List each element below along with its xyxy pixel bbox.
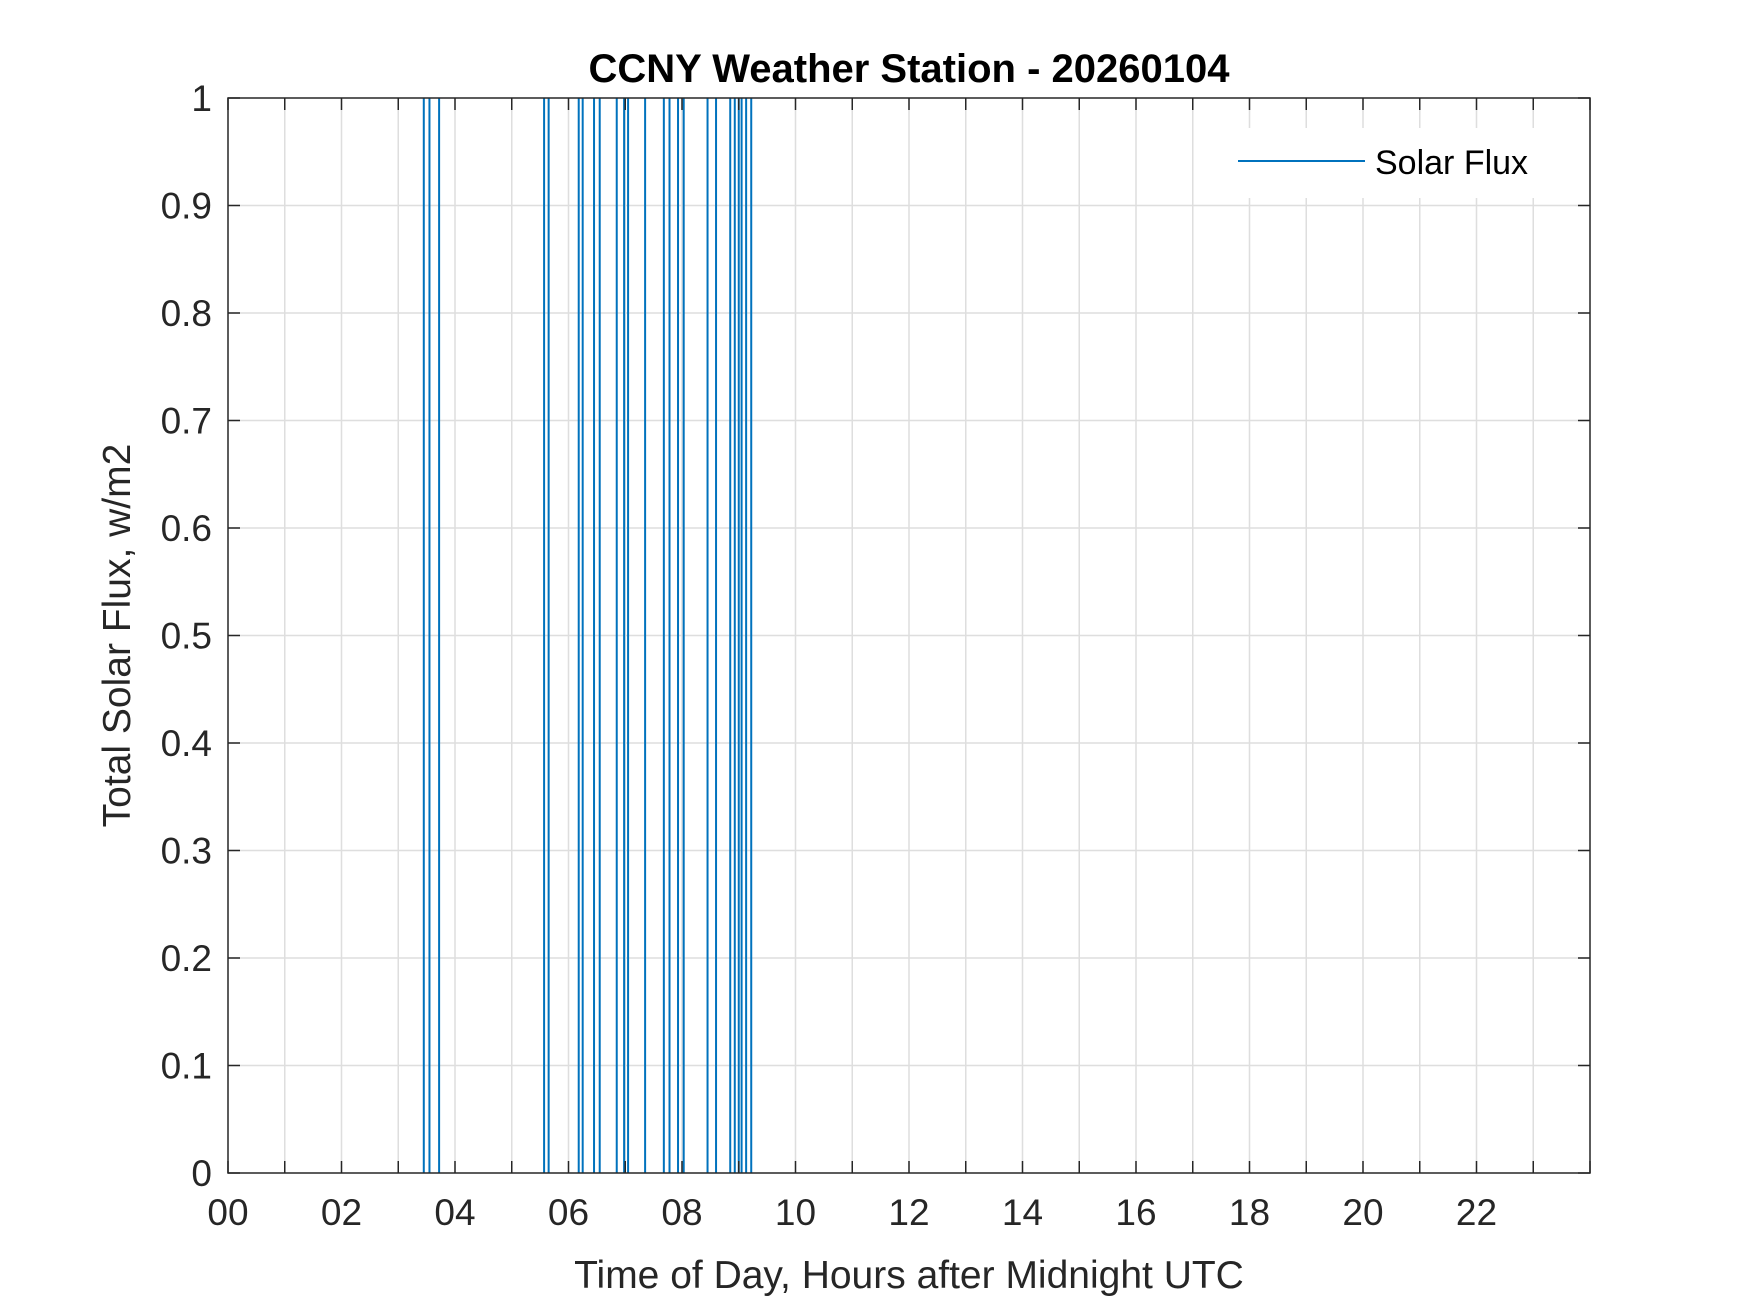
x-tick-label: 06 [548,1192,589,1233]
x-tick-label: 22 [1456,1192,1497,1233]
y-tick-label: 0.8 [161,293,212,334]
legend-label-solar-flux: Solar Flux [1375,144,1528,182]
x-tick-label: 16 [1115,1192,1156,1233]
x-tick-label: 00 [207,1192,248,1233]
y-tick-label: 0.5 [161,616,212,657]
x-tick-label: 08 [661,1192,702,1233]
y-tick-label: 0.9 [161,186,212,227]
y-tick-label: 0.4 [161,723,212,764]
x-tick-label: 18 [1229,1192,1270,1233]
x-tick-labels: 00 02 04 06 08 10 12 14 16 18 20 22 [207,1192,1497,1233]
legend: Solar Flux [1225,128,1565,198]
y-tick-label: 0.3 [161,831,212,872]
y-tick-label: 0.1 [161,1046,212,1087]
x-tick-label: 20 [1342,1192,1383,1233]
x-tick-label: 10 [775,1192,816,1233]
y-axis-label: Total Solar Flux, w/m2 [96,444,139,828]
x-tick-label: 02 [321,1192,362,1233]
y-tick-label: 0.7 [161,401,212,442]
x-tick-label: 14 [1002,1192,1043,1233]
y-tick-label: 0.6 [161,508,212,549]
y-tick-label: 1 [191,78,212,119]
y-tick-label: 0 [191,1153,212,1194]
y-tick-label: 0.2 [161,938,212,979]
x-axis-label: Time of Day, Hours after Midnight UTC [574,1254,1244,1297]
y-tick-labels: 0 0.1 0.2 0.3 0.4 0.5 0.6 0.7 0.8 0.9 1 [161,78,212,1194]
series-solar-flux [422,98,753,1173]
chart-title: CCNY Weather Station - 20260104 [589,47,1231,91]
legend-box [1225,128,1565,198]
x-tick-label: 04 [434,1192,475,1233]
x-tick-label: 12 [888,1192,929,1233]
ticks [227,97,1591,1174]
grid [228,98,1590,1173]
